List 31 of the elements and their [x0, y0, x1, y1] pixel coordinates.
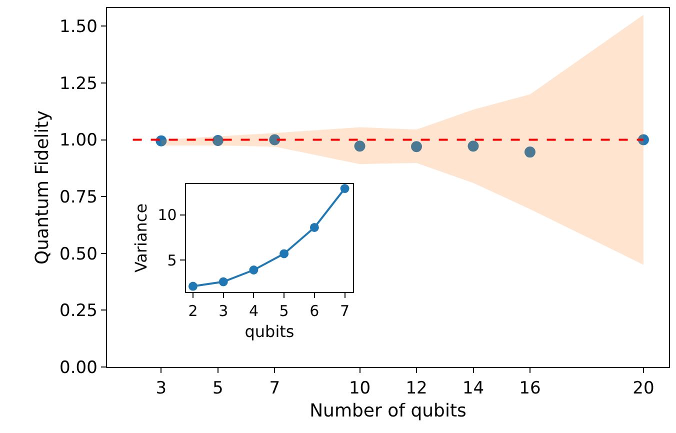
- point: [218, 277, 228, 286]
- y-tick-label: 0.50: [60, 244, 98, 264]
- y-tick-label: 1.25: [60, 74, 98, 94]
- x-tick-label: 2: [188, 302, 198, 320]
- x-axis-title: qubits: [244, 322, 294, 341]
- point: [280, 249, 289, 258]
- y-tick-label: 0.25: [60, 301, 98, 322]
- x-tick-label: 4: [248, 302, 258, 320]
- x-tick-label: 10: [348, 378, 371, 399]
- x-tick-label: 7: [269, 378, 280, 399]
- y-tick-label: 1.50: [60, 17, 98, 38]
- x-tick-label: 6: [310, 302, 320, 320]
- x-tick-label: 5: [212, 378, 224, 399]
- y-tick-label: 0.00: [60, 358, 98, 378]
- x-tick-label: 12: [406, 378, 428, 399]
- x-tick-label: 5: [279, 302, 289, 320]
- x-tick-label: 3: [156, 378, 167, 399]
- x-tick-label: 7: [340, 302, 350, 320]
- point: [340, 184, 350, 194]
- point: [188, 282, 198, 291]
- point: [310, 222, 319, 232]
- y-tick-label: 1.00: [60, 130, 98, 151]
- x-axis-title: Number of qubits: [310, 400, 466, 422]
- x-tick-label: 20: [632, 378, 654, 399]
- x-tick-label: 16: [519, 378, 541, 399]
- y-tick-label: 0.75: [60, 188, 98, 208]
- y-axis-title: Variance: [132, 203, 151, 273]
- x-tick-label: 3: [218, 302, 228, 320]
- point: [249, 266, 258, 274]
- y-axis-title: Quantum Fidelity: [32, 110, 53, 264]
- x-tick-label: 14: [462, 378, 484, 399]
